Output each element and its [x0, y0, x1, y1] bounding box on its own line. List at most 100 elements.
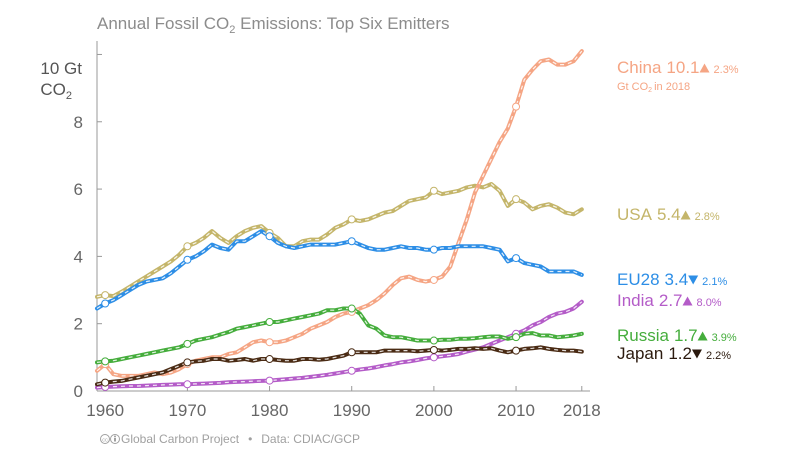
series-marker-china: [265, 338, 274, 347]
y-tick-label: 0: [74, 382, 83, 401]
series-pct-russia: 3.9%: [712, 332, 737, 344]
trend-up-icon: [699, 63, 710, 73]
series-line-usa: [95, 182, 584, 299]
chart-title: Annual Fossil CO2 Emissions: Top Six Emi…: [97, 14, 450, 36]
by-icon-body: [114, 438, 116, 442]
y-axis-unit-main: CO: [40, 80, 66, 99]
y-axis-label-unit: CO2: [40, 80, 72, 102]
series-marker-russia: [183, 339, 192, 348]
series-lines: [95, 49, 584, 390]
series-name-india: India: [617, 291, 654, 310]
series-value-eu28: 3.4: [665, 270, 689, 289]
series-marker-russia: [265, 318, 274, 327]
trend-up-icon: [697, 331, 708, 341]
series-dash-usa: [96, 183, 583, 298]
x-tick-label: 1990: [333, 401, 371, 420]
series-marker-usa: [512, 195, 521, 204]
x-tick-label: 1970: [168, 401, 206, 420]
creative-commons-icon: cc: [100, 434, 120, 444]
series-name-usa: USA: [617, 205, 653, 224]
series-name-russia: Russia: [617, 326, 670, 345]
series-value-usa: 5.4: [657, 205, 681, 224]
credit-text: Global Carbon Project • Data: CDIAC/GCP: [121, 432, 360, 446]
x-tick-label: 2010: [497, 401, 535, 420]
series-marker-china: [512, 102, 521, 111]
note-unit: Gt CO: [617, 81, 649, 93]
series-marker-japan: [183, 358, 192, 367]
cc-icon-glyph: cc: [102, 438, 108, 444]
x-tick-label: 1980: [251, 401, 289, 420]
series-value-russia: 1.7: [674, 326, 698, 345]
credits: cc Global Carbon Project • Data: CDIAC/GCP: [100, 432, 360, 446]
series-note-china: Gt CO2 in 2018: [617, 81, 690, 94]
series-marker-usa: [183, 242, 192, 251]
series-marker-eu28: [429, 245, 438, 254]
trend-down-icon: [688, 275, 699, 285]
series-value-india: 2.7: [659, 291, 683, 310]
series-label-russia: Russia 1.7: [617, 326, 698, 345]
series-label-usa: USA 5.4: [617, 205, 681, 224]
series-pct-china: 2.3%: [714, 64, 739, 76]
x-tick-label: 2000: [415, 401, 453, 420]
trend-down-icon: [691, 349, 702, 359]
series-marker-eu28: [265, 232, 274, 241]
series-dash-eu28: [96, 230, 583, 310]
series-dash-japan: [96, 346, 582, 385]
series-pct-japan: 2.2%: [706, 350, 731, 362]
y-tick-label: 4: [74, 247, 83, 266]
series-marker-usa: [101, 291, 110, 300]
y-tick-label: 2: [74, 315, 83, 334]
series-marker-japan: [101, 378, 110, 387]
by-icon-ring: [110, 434, 120, 444]
series-value-japan: 1.2: [668, 344, 692, 363]
series-marker-china: [429, 275, 438, 284]
y-axis-unit-subscript: 2: [66, 90, 72, 102]
series-marker-usa: [347, 215, 356, 224]
series-pct-india: 8.0%: [697, 297, 722, 309]
axes: 0 2 4 6 8 1960 1970 1980 1990 2000 2010 2018: [74, 41, 601, 420]
series-marker-japan: [265, 355, 274, 364]
y-tick-label: 6: [74, 180, 83, 199]
series-marker-japan: [347, 348, 356, 357]
series-pct-eu28: 2.1%: [702, 276, 727, 288]
chart-title-main: Annual Fossil CO: [97, 14, 229, 33]
series-label-china: China 10.1: [617, 58, 700, 77]
cc-icon-ring: [100, 434, 110, 444]
note-subscript: 2: [648, 87, 652, 94]
series-marker-india: [429, 353, 438, 362]
series-marker-eu28: [183, 255, 192, 264]
series-value-china: 10.1: [666, 58, 699, 77]
series-name-eu28: EU28: [617, 270, 660, 289]
chart-title-subscript: 2: [229, 24, 235, 36]
series-marker-russia: [101, 357, 110, 366]
credit-separator: •: [248, 432, 252, 446]
series-marker-eu28: [101, 299, 110, 308]
x-tick-label: 1960: [86, 401, 124, 420]
trend-up-icon: [680, 210, 691, 220]
series-marker-russia: [429, 336, 438, 345]
series-label-eu28: EU28 3.4: [617, 270, 688, 289]
series-marker-india: [347, 366, 356, 375]
x-tick-label: 2018: [563, 401, 601, 420]
series-marker-eu28: [512, 254, 521, 263]
trend-up-icon: [682, 296, 693, 306]
y-axis-label-top: 10 Gt: [40, 59, 82, 78]
series-line-japan: [95, 345, 584, 387]
credit-org: Global Carbon Project: [121, 432, 240, 446]
series-pct-usa: 2.8%: [695, 211, 720, 223]
series-marker-russia: [512, 333, 521, 342]
series-labels: USA 5.4 2.8% China 10.1 2.3% Gt CO2 in 2018 EU28…: [617, 58, 739, 363]
series-name-japan: Japan: [617, 344, 663, 363]
chart-title-rest: Emissions: Top Six Emitters: [235, 14, 449, 33]
series-marker-india: [183, 380, 192, 389]
note-year: in 2018: [654, 81, 690, 93]
by-icon-head: [114, 435, 116, 438]
series-name-china: China: [617, 58, 662, 77]
series-label-india: India 2.7: [617, 291, 683, 310]
series-dash-china: [96, 50, 583, 377]
series-line-china: [95, 49, 584, 378]
series-marker-eu28: [347, 237, 356, 246]
series-marker-japan: [512, 346, 521, 355]
y-tick-label: 8: [74, 113, 83, 132]
